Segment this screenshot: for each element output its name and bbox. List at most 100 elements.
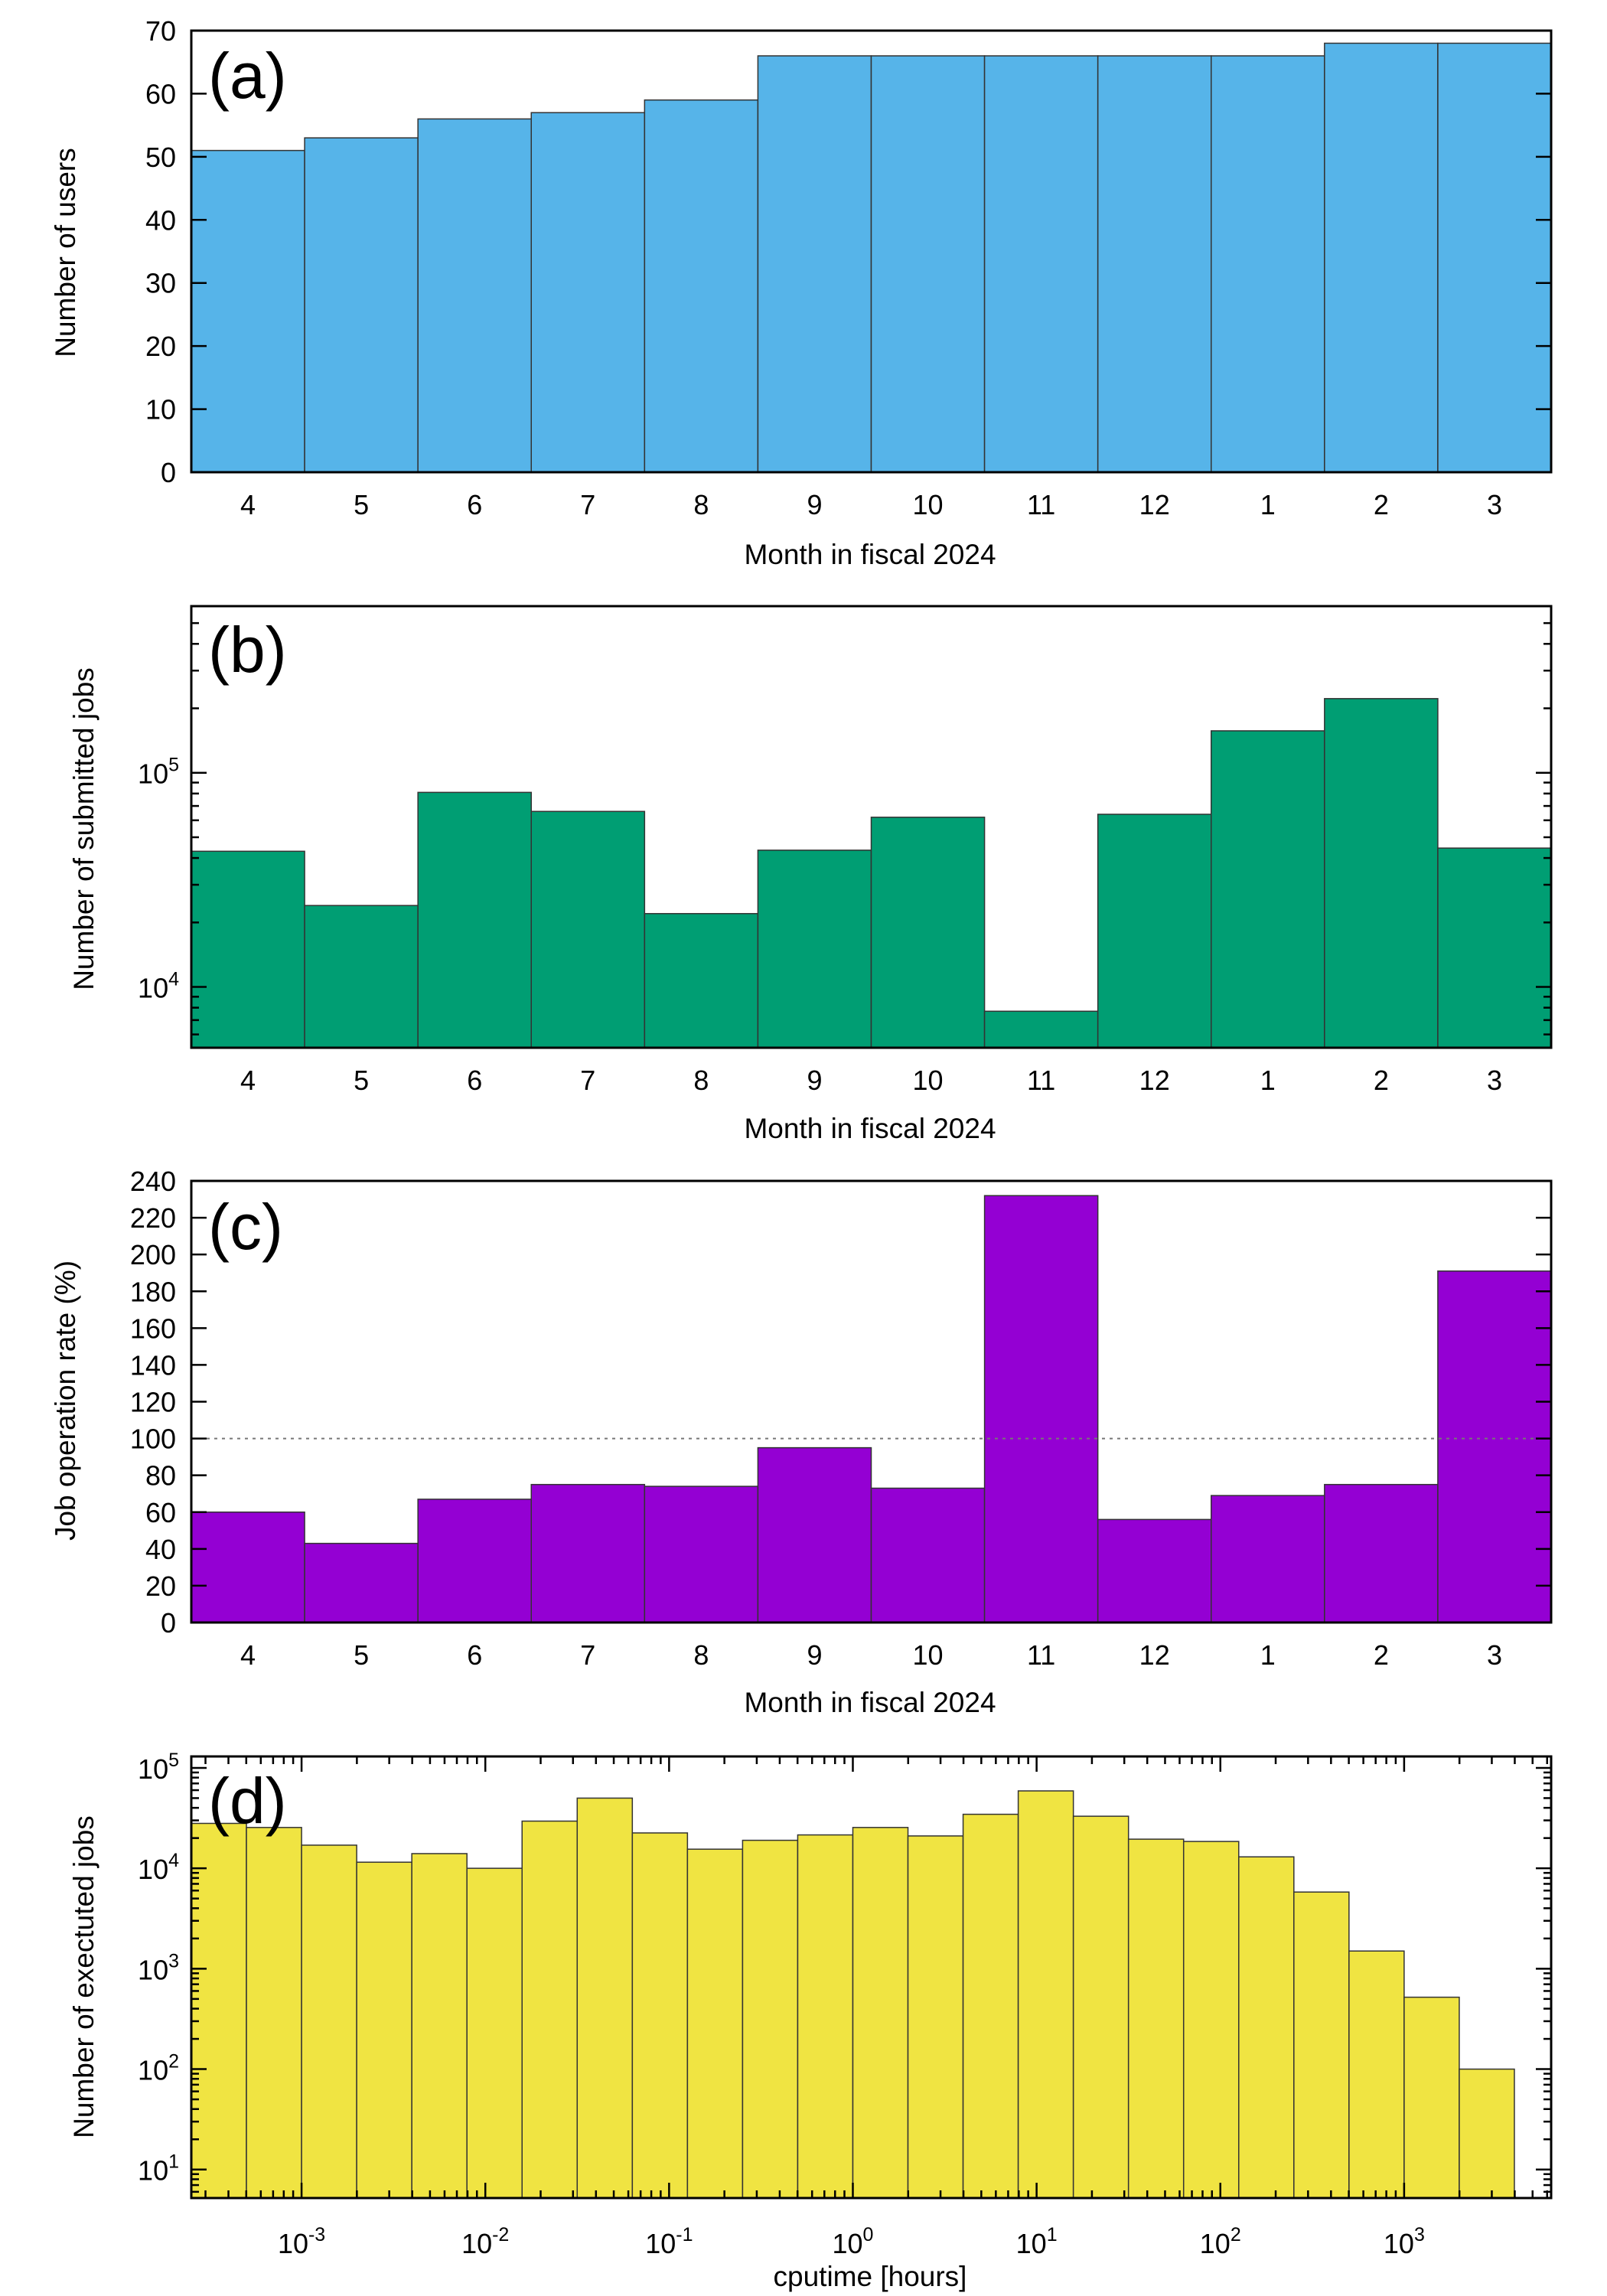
panel-d-bar [1403,1996,1460,2199]
panel-c-ytick-label: 220 [130,1202,176,1234]
panel-d-ylabel: Number of exectuted jobs [68,1815,99,2138]
panel-b-chart: Number of submitted jobs Month in fiscal… [68,605,1553,1144]
panel-c-ytick-label: 200 [130,1239,176,1270]
panel-c-bar [304,1542,419,1623]
panel-b-xtick-label: 10 [913,1065,944,1096]
panel-a-ytick-label: 60 [145,78,176,109]
panel-c-ytick-label: 0 [161,1607,176,1639]
panel-a-chart: Number of users Month in fiscal 2024 4 5 6… [50,15,1553,570]
panel-d-xtick-label: 100 [833,2224,874,2259]
panel-d-ytick-label: 103 [138,1950,179,1985]
panel-b-bar [644,912,759,1049]
panel-c-xtick-label: 2 [1374,1639,1389,1671]
panel-a-bar [191,149,305,473]
panel-b-ytick-label: 104 [138,969,179,1004]
panel-a-bar [870,55,986,473]
panel-b-xtick-label: 6 [467,1065,482,1096]
panel-d-bar [1182,1841,1240,2199]
panel-d-bar [411,1853,468,2199]
panel-a-xtick-label: 12 [1139,489,1170,520]
panel-d-bar [1459,2068,1515,2199]
panel-c-bar [870,1487,986,1623]
panel-a-ylabel: Number of users [50,148,81,357]
panel-a-ytick-label: 30 [145,268,176,299]
panel-d-xtick-label: 10-1 [645,2224,693,2259]
panel-a-bar [1097,55,1212,473]
panel-c-xtick-label: 5 [354,1639,369,1671]
panel-a-xlabel: Month in fiscal 2024 [744,539,996,570]
panel-b-xtick-label: 7 [580,1065,595,1096]
panel-d-xtick-label: 101 [1016,2224,1058,2259]
panel-a-xtick-label: 8 [693,489,709,520]
panel-d-xtick-label: 103 [1384,2224,1425,2259]
panel-a-bar [1211,55,1325,473]
panel-d-bar [852,1827,909,2199]
panel-b-xtick-label: 11 [1027,1065,1055,1096]
panel-a-ytick-label: 70 [145,15,176,47]
panel-a-xtick-label: 9 [807,489,822,520]
panel-a-ytick-label: 20 [145,331,176,362]
panel-c-bar [191,1512,305,1623]
panel-d-bar [1348,1950,1405,2199]
panel-a-xtick-label: 2 [1374,489,1389,520]
panel-b-bar [1097,814,1212,1049]
panel-a-plot-frame [190,29,1553,474]
panel-c-ytick-label: 40 [145,1534,176,1565]
panel-d-ytick-label: 102 [138,2051,179,2086]
panel-c-xtick-label: 3 [1487,1639,1502,1671]
panel-c-xtick-label: 6 [467,1639,482,1671]
panel-c-plot-frame [190,1179,1553,1624]
panel-d-ytick-label: 101 [138,2151,179,2187]
panel-c-bar [1437,1270,1552,1623]
panel-a-bar [983,55,1099,473]
panel-a-bar [1324,42,1439,473]
panel-d-xlabel: cputime [hours] [774,2261,967,2292]
panel-b-label: (b) [208,614,287,686]
panel-b-plot-frame [190,605,1553,1049]
panel-b-bar [1211,730,1325,1049]
panel-d-bar [1238,1856,1295,2199]
panel-c-chart: Job operation rate (%) Month in fiscal 2… [50,1166,1553,1718]
panel-c-bar [417,1499,533,1623]
panel-d-bar [356,1861,412,2199]
panel-c-ytick-label: 240 [130,1166,176,1197]
panel-d-bars [191,1790,1515,2199]
panel-d-bar [907,1835,964,2199]
panel-c-ytick-label: 160 [130,1313,176,1344]
panel-a-bar [644,99,759,473]
panel-a-label: (a) [208,40,287,112]
panel-c-bars [191,1195,1552,1623]
panel-c-bar [1097,1518,1212,1623]
panel-b-bars [191,698,1552,1049]
panel-a-bar [1437,42,1552,473]
panel-b-xtick-label: 4 [240,1065,256,1096]
panel-c-bar [1324,1483,1439,1623]
panel-a-xtick-label: 7 [580,489,595,520]
panel-d-bar [1293,1891,1350,2199]
panel-c-ytick-label: 20 [145,1570,176,1602]
panel-c-bar [644,1486,759,1623]
panel-d-bar [191,1822,247,2199]
panel-d-bar [1127,1838,1185,2199]
panel-b-bar [870,817,986,1049]
panel-c-ylabel: Job operation rate (%) [50,1261,81,1541]
panel-b-ylabel: Number of submitted jobs [68,667,99,990]
panel-d-bar [301,1844,357,2199]
panel-d-ytick-label: 105 [138,1750,179,1785]
panel-d-xtick-label: 102 [1200,2224,1241,2259]
panel-c-label: (c) [208,1191,283,1263]
panel-b-xtick-label: 1 [1260,1065,1276,1096]
panel-a-xtick-label: 10 [913,489,944,520]
panel-b-xtick-label: 3 [1487,1065,1502,1096]
panel-c-xtick-label: 11 [1027,1639,1055,1671]
panel-c-bar [757,1446,872,1623]
panel-d-bar [246,1827,302,2199]
panel-d-bar [1072,1815,1129,2199]
panel-b-ytick-label: 105 [138,755,179,790]
panel-d-xtick-label: 10-2 [461,2224,509,2259]
panel-d-bar [797,1834,854,2199]
panel-d-bar [466,1867,523,2199]
panel-d-bar [576,1797,634,2199]
panel-c-bar [1211,1495,1325,1623]
